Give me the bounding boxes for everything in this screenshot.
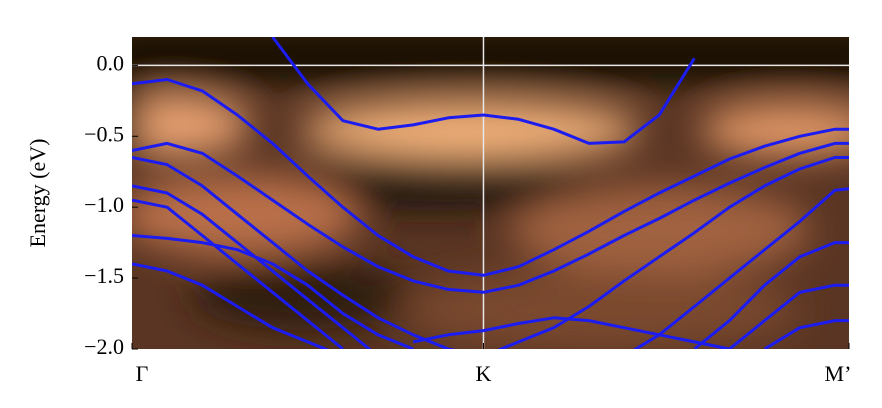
band-line	[132, 234, 849, 349]
band-line	[132, 262, 849, 349]
intensity-map	[132, 37, 849, 349]
band-line	[132, 156, 849, 349]
x-tick-label: Γ	[136, 361, 149, 386]
band-line	[271, 37, 696, 145]
y-tick-label: −1.5	[84, 263, 124, 288]
band-line	[132, 198, 849, 349]
y-tick-label: −1.0	[84, 192, 124, 217]
x-tick-label: M’	[825, 361, 852, 386]
band-line	[412, 316, 730, 349]
y-tick-label: −0.5	[84, 121, 124, 146]
band-line	[132, 78, 849, 277]
y-tick-label: 0.0	[97, 50, 125, 75]
y-axis-label: Energy (eV)	[25, 139, 50, 248]
y-tick-label: −2.0	[84, 334, 124, 359]
band-line	[132, 141, 849, 294]
x-tick-label: K	[476, 361, 492, 386]
bands	[132, 37, 849, 349]
